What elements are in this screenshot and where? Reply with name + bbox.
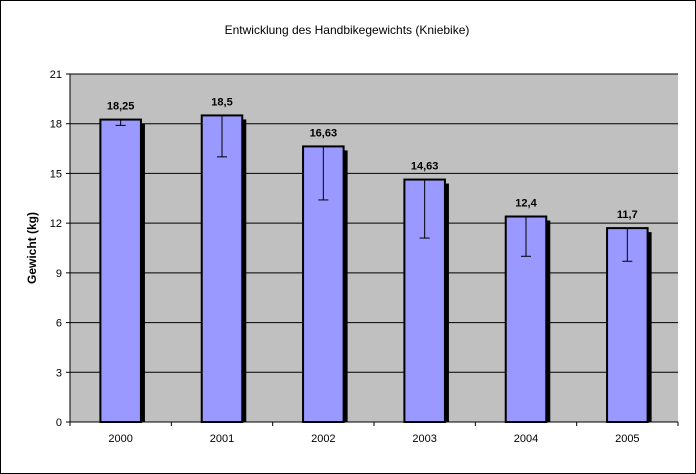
y-tick-label: 15 (50, 168, 62, 180)
bar (99, 118, 142, 423)
y-tick-label: 6 (56, 318, 62, 330)
data-label: 18,5 (211, 96, 232, 108)
x-tick-label: 2000 (108, 433, 132, 445)
y-tick-label: 21 (50, 69, 62, 81)
y-tick-label: 9 (56, 268, 62, 280)
x-tick-label: 2001 (210, 433, 234, 445)
data-label: 18,25 (107, 101, 135, 113)
data-label: 16,63 (310, 127, 338, 139)
bar (302, 145, 345, 423)
data-label: 12,4 (515, 198, 537, 210)
x-tick-label: 2003 (412, 433, 436, 445)
y-axis-title: Gewicht (kg) (25, 212, 39, 284)
data-label: 14,63 (411, 161, 439, 173)
y-tick-label: 3 (56, 367, 62, 379)
y-tick-label: 18 (50, 119, 62, 131)
plot-area: 0 3 6 9 12 15 18 21 2000 18,25 2001 18,5 2002 16,63 20… (50, 69, 679, 445)
bar (200, 114, 244, 424)
x-tick-label: 2002 (311, 433, 335, 445)
data-label: 11,7 (617, 209, 638, 221)
x-tick-label: 2005 (615, 433, 639, 445)
chart-title: Entwicklung des Handbikegewichts (Kniebi… (225, 23, 470, 37)
x-tick-label: 2004 (514, 433, 538, 445)
plot-background (70, 74, 678, 422)
y-tick-label: 12 (50, 218, 62, 230)
y-tick-label: 0 (56, 417, 62, 429)
